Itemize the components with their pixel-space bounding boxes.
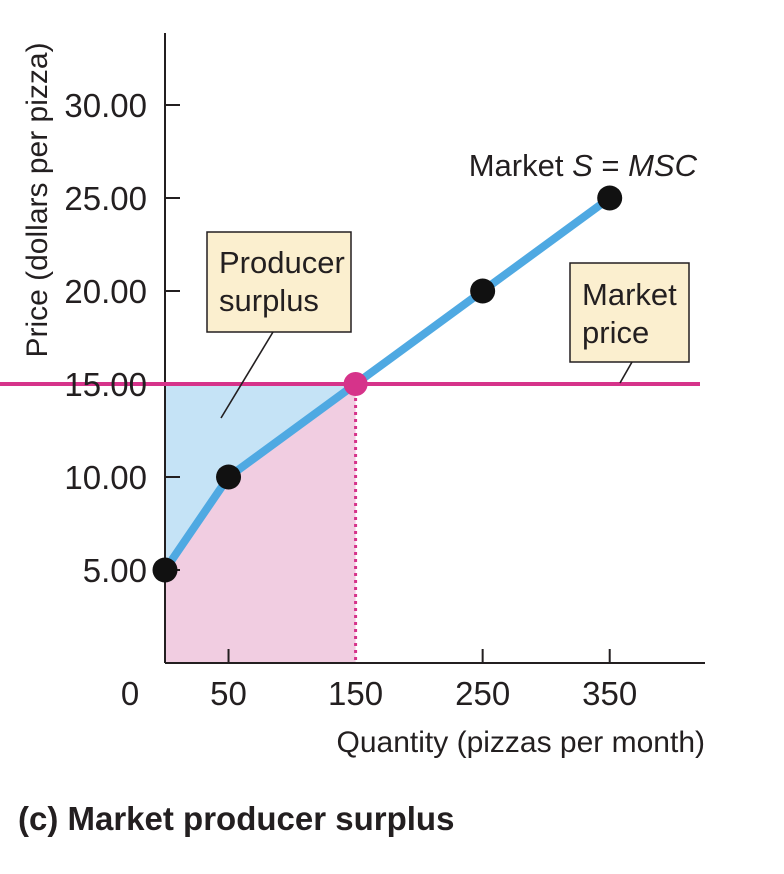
x-origin-label: 0: [121, 675, 139, 712]
supply-point: [153, 558, 178, 583]
figure-caption: (c) Market producer surplus: [18, 800, 454, 838]
x-axis-title: Quantity (pizzas per month): [337, 726, 705, 759]
supply-point: [470, 279, 495, 304]
supply-label-s: S: [572, 148, 593, 183]
x-tick-label: 350: [582, 675, 637, 712]
market-price-label-line1: Market: [582, 277, 677, 312]
producer-surplus-label-line1: Producer: [219, 245, 345, 280]
supply-label-equals: =: [593, 148, 628, 183]
x-tick-labels: 0 50 150 250 350: [121, 675, 637, 712]
x-tick-label: 250: [455, 675, 510, 712]
y-tick-label: 25.00: [64, 180, 147, 217]
y-tick-label: 30.00: [64, 87, 147, 124]
market-price-label-line2: price: [582, 315, 649, 350]
x-tick-label-equilibrium: 150: [328, 675, 383, 712]
supply-curve-label: Market S = MSC: [469, 148, 698, 183]
supply-point: [216, 465, 241, 490]
market-price-pointer: [620, 362, 632, 383]
supply-label-prefix: Market: [469, 148, 572, 183]
supply-point: [597, 186, 622, 211]
y-tick-label-market-price: 15.00: [64, 366, 147, 403]
x-tick-label: 50: [210, 675, 247, 712]
producer-surplus-label-line2: surplus: [219, 283, 319, 318]
y-tick-label: 10.00: [64, 459, 147, 496]
supply-label-msc: MSC: [628, 148, 698, 183]
equilibrium-point: [344, 372, 368, 396]
y-tick-label: 20.00: [64, 273, 147, 310]
y-axis-title: Price (dollars per pizza): [21, 42, 54, 357]
y-tick-label: 5.00: [83, 552, 147, 589]
y-tick-labels: 5.00 10.00 15.00 20.00 25.00 30.00: [64, 87, 147, 589]
